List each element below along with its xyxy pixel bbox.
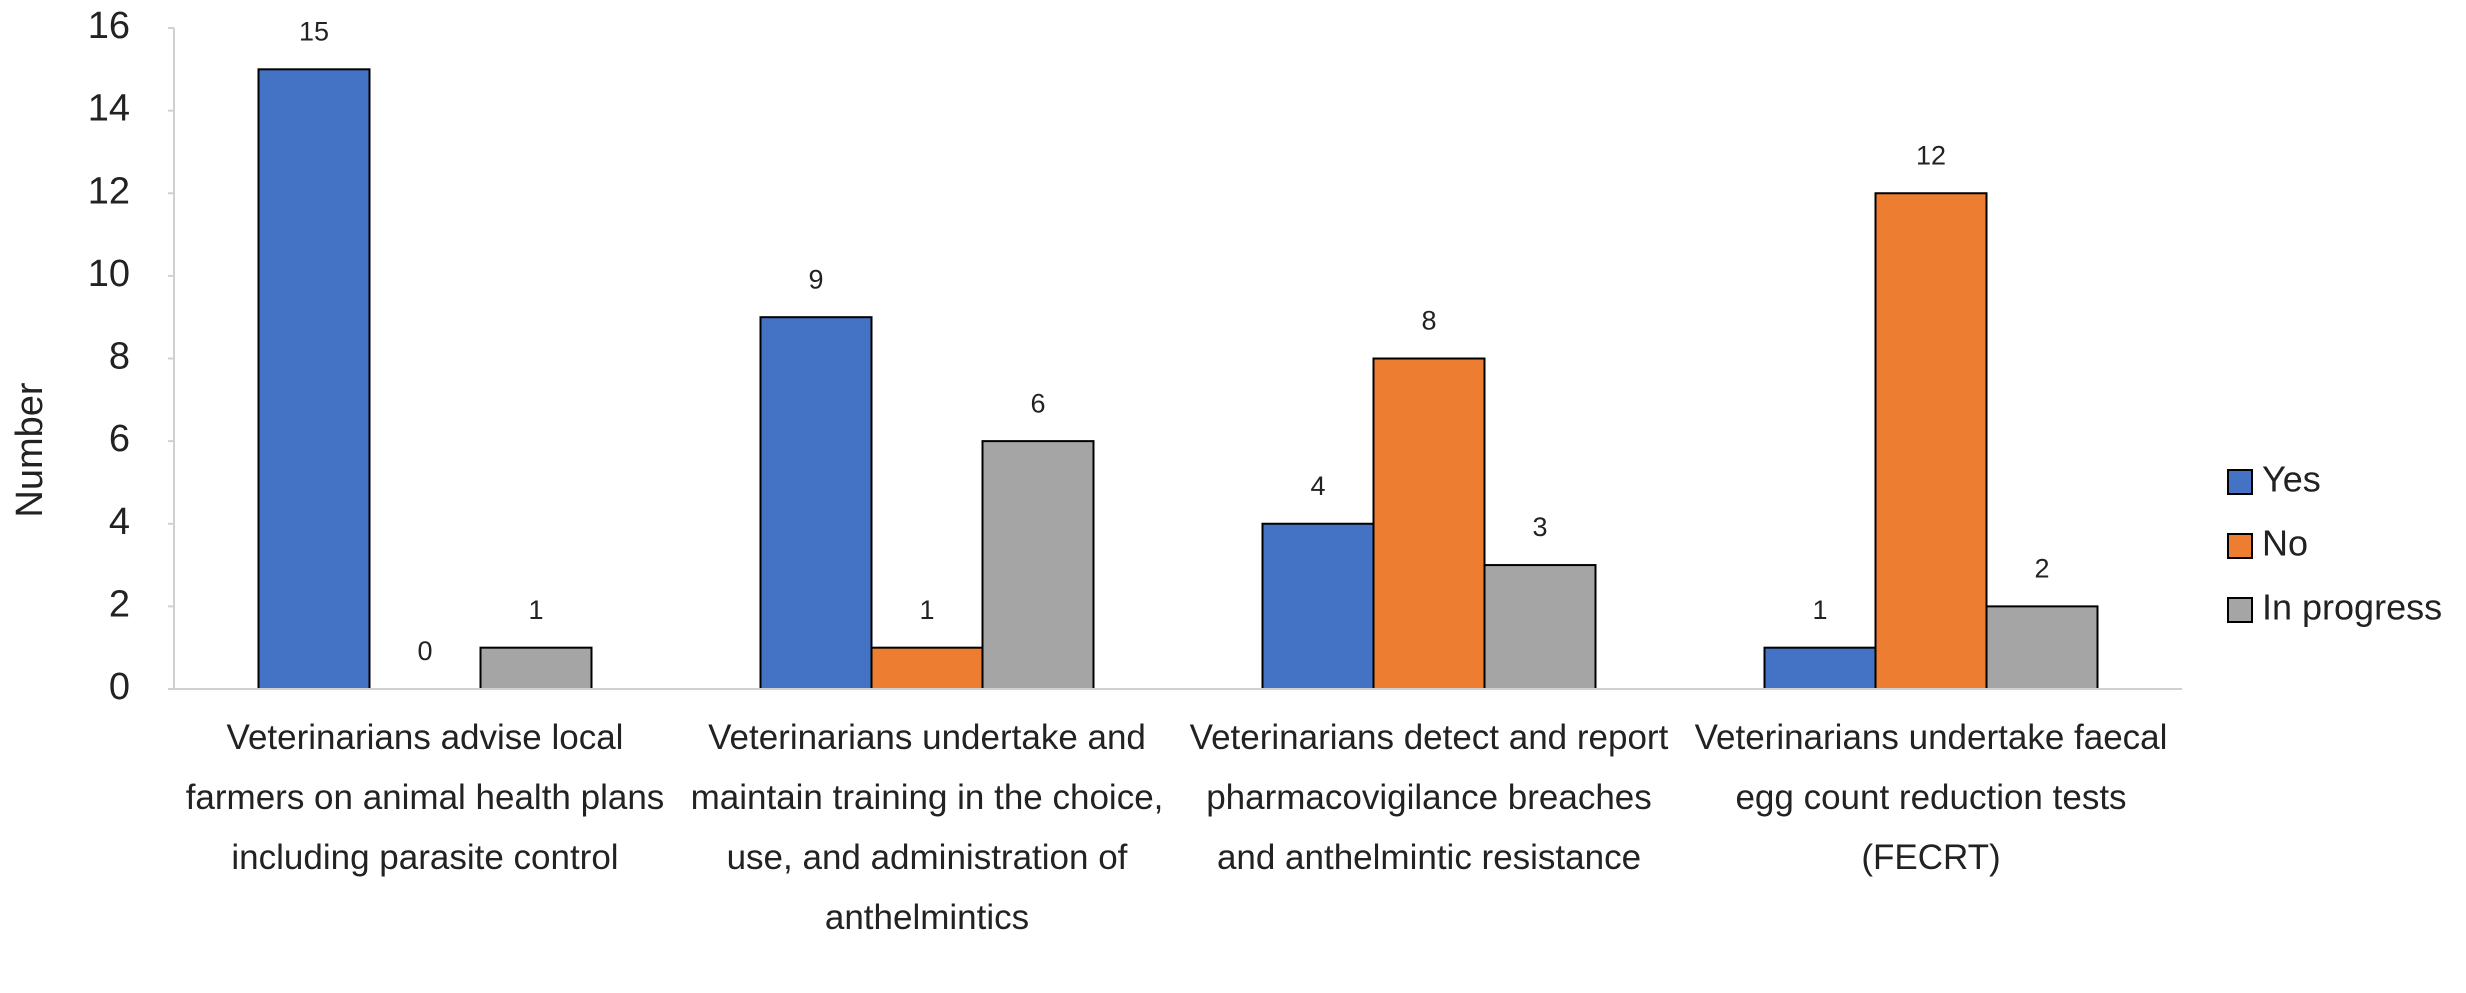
data-label: 8 <box>1421 306 1436 336</box>
y-tick-label: 16 <box>88 5 130 47</box>
bar <box>257 68 371 690</box>
legend-swatch <box>2227 469 2253 495</box>
data-label: 6 <box>1030 388 1045 418</box>
y-tick-label: 0 <box>109 666 130 708</box>
bar <box>1985 605 2099 690</box>
y-tick-label: 14 <box>88 88 130 130</box>
legend-label: Yes <box>2262 459 2321 500</box>
x-tick-label: Veterinarians undertake and maintain tra… <box>690 718 1164 937</box>
data-label: 1 <box>528 595 543 625</box>
y-axis-label: Number <box>9 382 51 517</box>
y-tick-label: 8 <box>109 336 130 378</box>
data-label: 4 <box>1310 471 1325 501</box>
bar <box>759 316 873 690</box>
bar <box>1483 564 1597 690</box>
data-label: 2 <box>2034 554 2049 584</box>
legend-swatch <box>2227 533 2253 559</box>
data-label: 0 <box>417 636 432 666</box>
legend-swatch <box>2227 597 2253 623</box>
y-tick-label: 12 <box>88 170 130 212</box>
x-tick-label: Veterinarians undertake faecal egg count… <box>1694 718 2168 877</box>
legend-label: In progress <box>2262 587 2442 628</box>
bar <box>870 646 984 690</box>
bar <box>1372 357 1486 690</box>
data-label: 1 <box>1812 595 1827 625</box>
data-label: 1 <box>919 595 934 625</box>
y-tick-label: 2 <box>109 583 130 625</box>
bar <box>1874 192 1988 690</box>
y-tick-label: 4 <box>109 501 130 543</box>
bar <box>1763 646 1877 690</box>
legend-label: No <box>2262 523 2308 564</box>
bar <box>479 646 593 690</box>
x-tick-label: Veterinarians detect and report pharmaco… <box>1189 718 1669 877</box>
y-tick-label: 10 <box>88 253 130 295</box>
x-tick-label: Veterinarians advise local farmers on an… <box>185 718 665 877</box>
data-label: 3 <box>1532 512 1547 542</box>
y-tick-label: 6 <box>109 418 130 460</box>
data-label: 15 <box>299 16 329 46</box>
bar <box>981 440 1095 690</box>
data-label: 9 <box>808 264 823 294</box>
data-label: 12 <box>1916 140 1946 170</box>
bar <box>1261 522 1375 690</box>
